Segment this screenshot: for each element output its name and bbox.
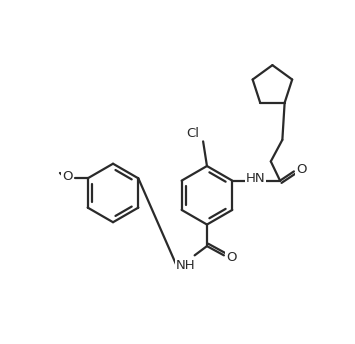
Text: Cl: Cl [187, 127, 200, 140]
Text: HN: HN [246, 172, 265, 185]
Text: O: O [62, 170, 73, 183]
Text: O: O [226, 251, 237, 264]
Text: O: O [296, 163, 307, 175]
Text: NH: NH [176, 259, 195, 272]
